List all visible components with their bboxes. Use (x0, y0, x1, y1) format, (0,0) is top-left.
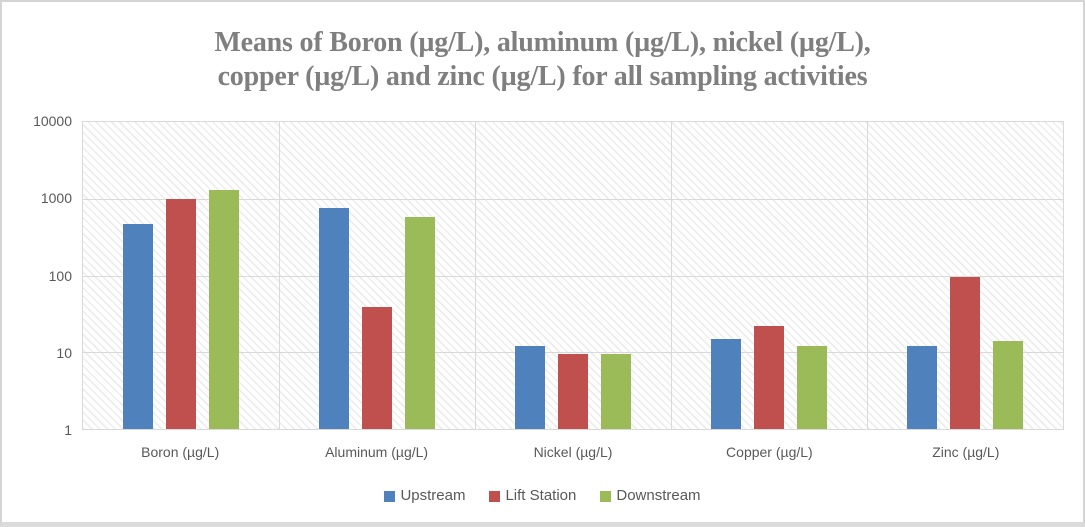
bar[interactable] (907, 346, 937, 429)
bar[interactable] (362, 306, 392, 429)
x-axis-category-label: Aluminum (µg/L) (325, 444, 429, 460)
vertical-gridline (279, 122, 280, 429)
legend-item[interactable]: Upstream (384, 487, 465, 505)
plot-area (82, 121, 1064, 430)
horizontal-gridline (83, 198, 1063, 200)
bar-group (671, 122, 867, 429)
bar[interactable] (993, 341, 1023, 429)
bar-group (867, 122, 1063, 429)
y-axis-tick-label: 1 (64, 422, 72, 438)
bar[interactable] (166, 198, 196, 429)
legend-color-swatch-icon (600, 490, 612, 502)
bar[interactable] (754, 325, 784, 429)
x-axis-category-label: Nickel (µg/L) (533, 444, 613, 460)
vertical-gridline (867, 122, 868, 429)
bar[interactable] (123, 223, 153, 429)
x-axis: Boron (µg/L) Aluminum (µg/L) Nickel (µg/L)… (82, 442, 1064, 462)
legend-item[interactable]: Downstream (600, 487, 701, 505)
bar-group (83, 122, 279, 429)
bar[interactable] (319, 207, 349, 429)
legend-color-swatch-icon (489, 490, 501, 502)
legend-color-swatch-icon (384, 490, 396, 502)
bar[interactable] (950, 277, 980, 429)
x-axis-category-label: Boron (µg/L) (141, 444, 220, 460)
bar[interactable] (515, 346, 545, 429)
bar[interactable] (797, 346, 827, 429)
vertical-gridline (475, 122, 476, 429)
bar[interactable] (711, 338, 741, 429)
y-axis-tick-label: 1000 (40, 190, 72, 207)
legend-item[interactable]: Lift Station (489, 487, 576, 505)
y-axis-tick-label: 10 (56, 344, 72, 361)
bar[interactable] (601, 353, 631, 429)
bar[interactable] (405, 216, 435, 429)
horizontal-gridline (83, 352, 1063, 354)
bar-group (475, 122, 671, 429)
y-axis-tick-label: 10000 (33, 113, 72, 129)
legend: Upstream Lift Station Downstream (2, 487, 1083, 505)
y-axis: 10000 1000 100 10 1 (2, 113, 72, 438)
x-axis-category-label: Zinc (µg/L) (932, 444, 1000, 460)
y-axis-tick-label: 100 (48, 267, 72, 284)
legend-item-label: Downstream (616, 487, 701, 504)
bar[interactable] (558, 353, 588, 429)
x-axis-category-label: Copper (µg/L) (726, 444, 813, 460)
legend-item-label: Lift Station (505, 487, 577, 504)
vertical-gridline (671, 122, 672, 429)
horizontal-gridline (83, 275, 1063, 277)
chart-title-line-1: Means of Boron (µg/L), aluminum (µg/L), … (214, 27, 871, 58)
chart-title: Means of Boron (µg/L), aluminum (µg/L), … (2, 26, 1083, 94)
legend-item-label: Upstream (400, 487, 466, 504)
chart-title-line-2: copper (µg/L) and zinc (µg/L) for all sa… (217, 61, 868, 92)
bar[interactable] (209, 190, 239, 429)
bar-group (279, 122, 475, 429)
